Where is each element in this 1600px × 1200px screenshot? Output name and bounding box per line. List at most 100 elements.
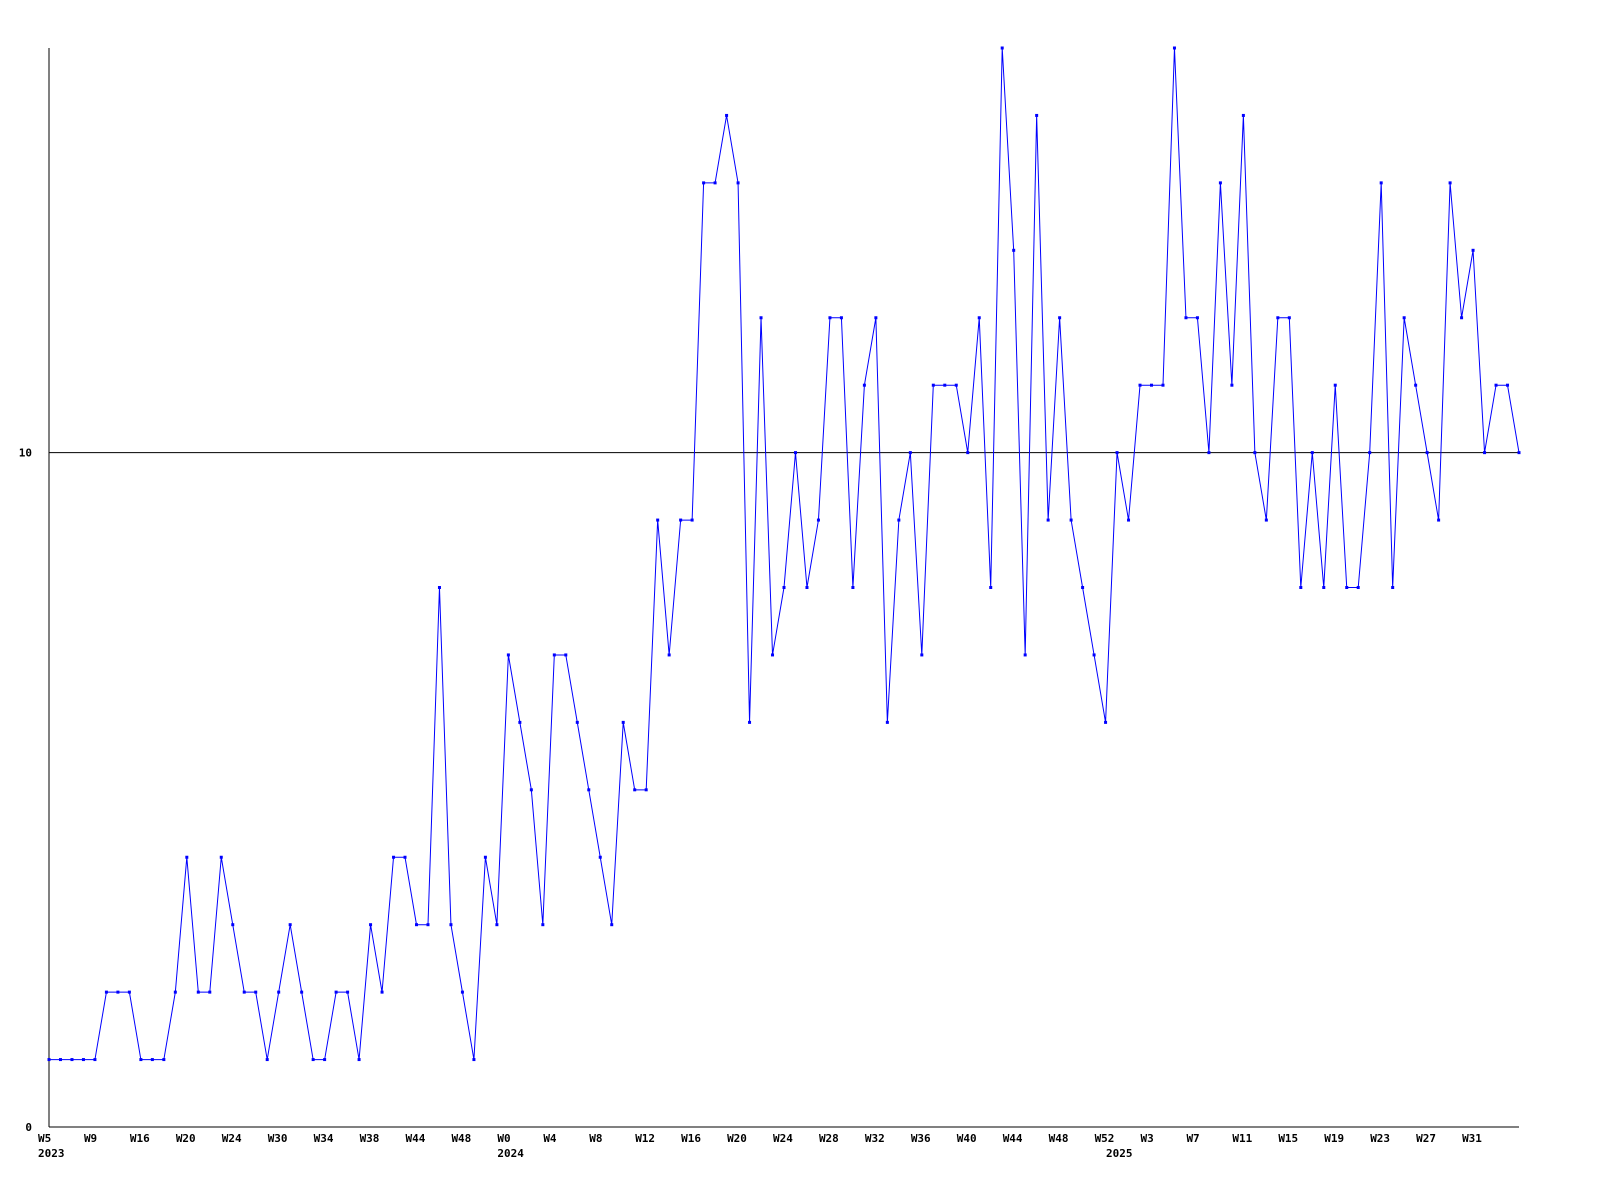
point-marker — [346, 990, 350, 994]
point-marker — [1448, 181, 1452, 185]
point-marker — [1379, 181, 1383, 185]
point-marker — [828, 316, 832, 320]
point-marker — [644, 788, 648, 792]
point-marker — [1230, 383, 1234, 387]
y-tick-label: 0 — [25, 1121, 32, 1134]
point-marker — [403, 855, 407, 859]
point-marker — [208, 990, 212, 994]
year-label: 2024 — [497, 1147, 524, 1160]
x-tick-label: W28 — [819, 1132, 839, 1145]
point-marker — [300, 990, 304, 994]
point-marker — [656, 518, 660, 522]
point-marker — [1000, 46, 1004, 50]
point-marker — [1402, 316, 1406, 320]
point-marker — [254, 990, 258, 994]
point-marker — [1127, 518, 1131, 522]
point-marker — [1195, 316, 1199, 320]
x-tick-label: W12 — [635, 1132, 655, 1145]
x-tick-label: W38 — [360, 1132, 380, 1145]
point-marker — [437, 586, 441, 589]
point-marker — [862, 383, 866, 387]
point-marker — [679, 518, 683, 522]
point-marker — [1253, 451, 1257, 455]
x-tick-label: W27 — [1416, 1132, 1436, 1145]
point-marker — [231, 923, 235, 927]
point-marker — [793, 451, 797, 455]
point-marker — [1506, 383, 1510, 387]
point-marker — [116, 990, 120, 994]
point-marker — [943, 383, 947, 387]
point-marker — [1069, 518, 1073, 522]
x-tick-label: W34 — [314, 1132, 334, 1145]
point-marker — [219, 855, 223, 859]
y-tick-label: 10 — [19, 447, 32, 460]
x-tick-label: W19 — [1324, 1132, 1344, 1145]
point-marker — [954, 383, 958, 387]
point-marker — [1322, 586, 1326, 589]
point-marker — [460, 990, 464, 994]
point-marker — [265, 1058, 269, 1062]
x-tick-label: W52 — [1095, 1132, 1115, 1145]
point-marker — [1184, 316, 1188, 320]
point-marker — [242, 990, 246, 994]
x-tick-label: W44 — [1003, 1132, 1023, 1145]
point-marker — [104, 990, 108, 994]
point-marker — [725, 113, 729, 117]
x-tick-label: W23 — [1370, 1132, 1390, 1145]
point-marker — [1414, 383, 1418, 387]
point-marker — [598, 855, 602, 859]
point-marker — [323, 1058, 327, 1062]
point-marker — [529, 788, 533, 792]
x-tick-label: W15 — [1278, 1132, 1298, 1145]
point-marker — [1333, 383, 1337, 387]
point-marker — [1046, 518, 1050, 522]
x-tick-label: W48 — [451, 1132, 471, 1145]
point-marker — [426, 923, 430, 927]
point-marker — [713, 181, 717, 185]
point-marker — [1460, 316, 1464, 320]
point-marker — [552, 653, 556, 657]
point-marker — [736, 181, 740, 185]
point-marker — [81, 1058, 85, 1062]
x-tick-label: W7 — [1186, 1132, 1199, 1145]
point-marker — [1218, 181, 1222, 185]
point-marker — [472, 1058, 476, 1062]
point-marker — [690, 518, 694, 522]
point-marker — [311, 1058, 315, 1062]
point-marker — [1391, 586, 1395, 589]
point-marker — [587, 788, 591, 792]
point-marker — [139, 1058, 143, 1062]
point-marker — [506, 653, 510, 657]
point-marker — [989, 586, 993, 589]
point-marker — [931, 383, 935, 387]
point-marker — [702, 181, 706, 185]
x-tick-label: W4 — [543, 1132, 557, 1145]
point-marker — [288, 923, 292, 927]
x-tick-label: W31 — [1462, 1132, 1482, 1145]
point-marker — [380, 990, 384, 994]
point-marker — [621, 720, 625, 724]
point-marker — [1287, 316, 1291, 320]
point-marker — [1368, 451, 1372, 455]
series-line — [49, 47, 1520, 1061]
point-marker — [920, 653, 924, 657]
x-tick-label: W40 — [957, 1132, 977, 1145]
point-marker — [127, 990, 131, 994]
x-tick-label: W20 — [727, 1132, 747, 1145]
point-marker — [885, 720, 889, 724]
point-marker — [196, 990, 200, 994]
point-marker — [277, 990, 281, 994]
point-marker — [816, 518, 820, 522]
point-marker — [162, 1058, 166, 1062]
x-tick-label: W24 — [222, 1132, 242, 1145]
point-marker — [415, 923, 418, 927]
x-tick-label: W44 — [406, 1132, 426, 1145]
x-tick-label: W9 — [84, 1132, 97, 1145]
x-tick-label: W0 — [497, 1132, 510, 1145]
point-marker — [1012, 248, 1016, 252]
point-marker — [1207, 451, 1211, 455]
point-marker — [1150, 383, 1153, 387]
point-marker — [1241, 113, 1245, 117]
